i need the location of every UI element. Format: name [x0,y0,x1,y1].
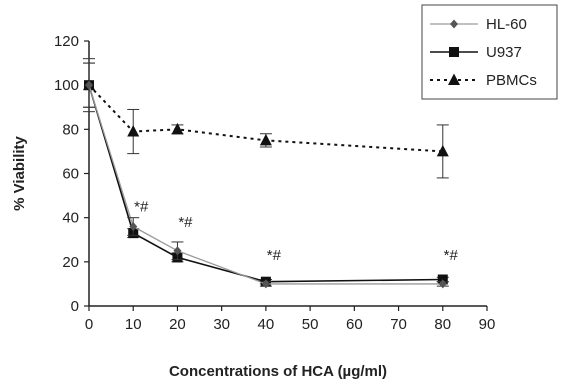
legend-label: U937 [486,44,522,61]
y-tick-label: 80 [62,121,79,138]
legend-label: HL-60 [486,16,527,33]
y-tick-label: 40 [62,210,79,227]
x-tick-label: 90 [479,316,496,333]
series-pbmcs [83,62,449,179]
x-tick-label: 80 [434,316,451,333]
x-tick-label: 70 [390,316,407,333]
x-tick-label: 10 [125,316,142,333]
legend-marker [448,73,460,85]
data-point-triangle [127,125,140,137]
data-point-diamond [129,222,138,231]
series-line-pbmcs [88,84,443,153]
annotation-layer: *# *# *# *# [134,199,458,265]
data-point-triangle [259,133,272,146]
legend: HL-60 U937 PBMCs [421,4,558,100]
x-axis-title: Concentrations of HCA (µg/ml) [169,363,387,380]
x-tick-label: 30 [213,316,230,333]
data-point-triangle [171,122,184,135]
significance-label: *# [134,199,149,216]
axes: 0 20 40 60 80 100 120 0 10 20 30 40 50 60 70 80 90 [54,33,495,333]
y-tick-label: 20 [62,254,79,271]
significance-label: *# [178,214,193,231]
data-point-diamond [85,80,93,90]
y-tick-label: 120 [54,33,79,50]
series-layer [83,58,449,289]
x-tick-label: 40 [258,316,275,333]
y-tick-label: 0 [71,298,79,315]
legend-marker [450,19,458,29]
y-axis-title: % Viability [11,135,28,210]
data-point-diamond [438,279,447,289]
series-hl-60 [83,62,449,289]
data-point-triangle [436,144,449,157]
y-tick-label: 100 [54,77,79,94]
data-point-diamond [261,279,270,289]
legend-marker [449,47,459,57]
x-tick-label: 50 [302,316,319,333]
x-tick-label: 60 [346,316,363,333]
significance-label: *# [267,247,282,264]
significance-label: *# [444,247,459,264]
x-tick-label: 20 [169,316,186,333]
y-tick-label: 60 [62,166,79,183]
legend-label: PBMCs [486,72,537,89]
x-tick-label: 0 [85,316,93,333]
data-point-diamond [173,246,182,256]
